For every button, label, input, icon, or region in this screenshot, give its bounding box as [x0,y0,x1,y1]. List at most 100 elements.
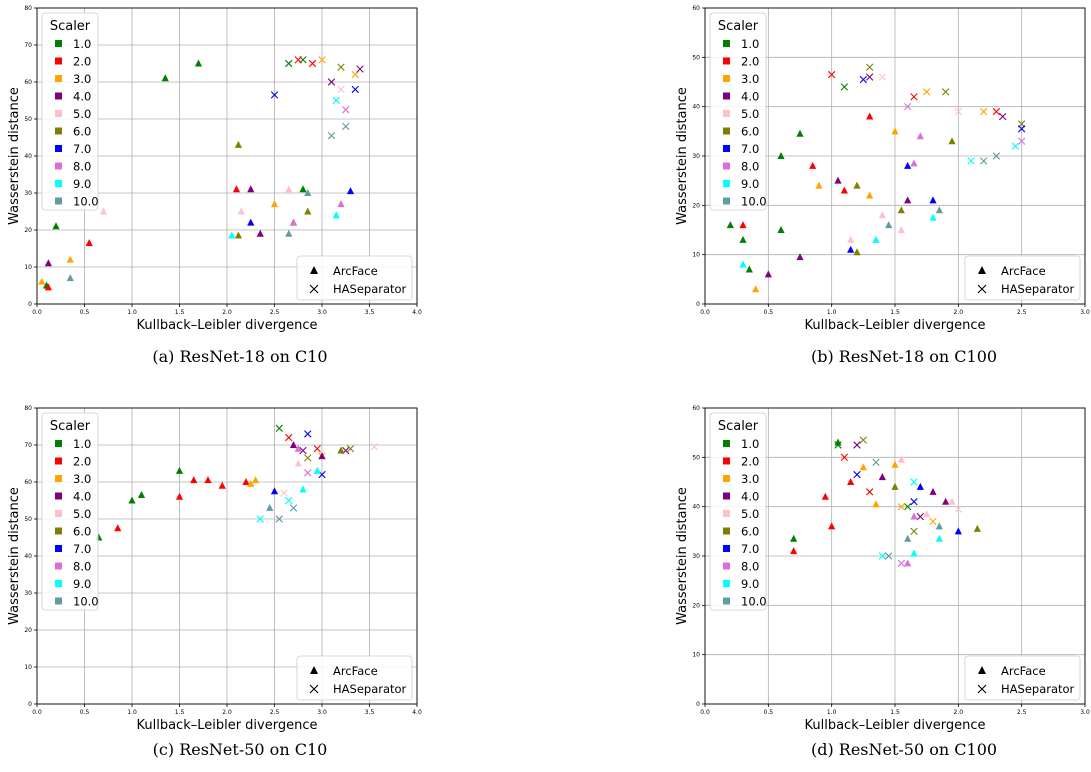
legend-label: 8.0 [73,160,91,174]
legend-label: 6.0 [73,125,91,139]
haseparator-point [327,131,336,140]
legend-label: 2.0 [741,455,759,469]
arcface-point [815,181,823,189]
legend-title: Scaler [718,419,759,434]
x-tick-label: 0.5 [80,709,90,716]
arcface-point [897,206,905,214]
arcface-point [948,137,956,145]
arcface-point [942,497,950,505]
haseparator-point [910,478,918,486]
haseparator-point [834,441,842,449]
legend-method: ArcFace HASeparator [964,655,1081,701]
legend-swatch [723,40,730,47]
arcface-point [796,253,804,261]
x-tick-label: 2.0 [954,709,964,716]
legend-swatch [723,562,730,570]
haseparator-point [979,107,988,116]
legend-label: 3.0 [73,472,91,486]
x-tick-label: 1.0 [127,309,137,316]
legend-label: HASeparator [333,682,407,696]
arcface-point [44,283,52,291]
arcface-point [891,482,899,490]
legend-label: 9.0 [73,577,91,591]
legend-marker-x [977,284,987,294]
legend-swatch [55,597,62,605]
y-tick-label: 30 [24,590,32,597]
x-tick-label: 3.5 [365,309,375,316]
y-tick-label: 30 [24,190,32,197]
legend-label: 4.0 [741,490,759,504]
legend-marker-triangle [310,666,318,674]
arcface-point [929,487,937,495]
haseparator-point [1017,125,1026,133]
haseparator-point [954,505,963,513]
y-tick-label: 40 [692,104,700,111]
arcface-point [247,218,255,226]
y-tick-label: 50 [692,54,700,61]
haseparator-point [299,446,307,455]
legend-label: 10.0 [741,595,767,609]
arcface-point [935,534,943,542]
arcface-point [916,482,924,490]
arcface-point [52,222,60,230]
arcface-point [904,534,912,542]
legend-swatch [55,527,62,535]
haseparator-point [827,70,836,79]
haseparator-point [318,56,326,64]
legend-swatch [55,492,62,500]
y-tick-label: 80 [24,405,32,412]
arcface-point [289,218,298,226]
haseparator-point [256,515,264,523]
legend-label: ArcFace [1001,664,1046,678]
arcface-point [847,245,855,253]
arcface-point [304,207,312,215]
legend-title: Scaler [50,19,91,34]
legend-label: 9.0 [741,177,759,191]
scatter-chart: 0.0 0.5 1.0 1.5 2.0 2.5 3.0 3.5 4.0 0 10 20 30 40 50 60… [7,405,422,733]
haseparator-point [878,73,887,81]
legend-marker-x [309,284,319,294]
legend-scaler: Scaler 1.0 2.0 3.0 4.0 5.0 6.0 7.0 8.0 9.0 10.0 [709,12,767,211]
legend-swatch [723,492,730,500]
scatter-chart: 0.0 0.5 1.0 1.5 2.0 2.5 3.0 0 10 20 30 40 50 60 Kullba… [675,5,1090,333]
haseparator-point [270,91,279,99]
arcface-point [853,248,861,256]
arcface-point [161,74,169,82]
legend-label: 3.0 [73,72,91,86]
legend-scaler: Scaler 1.0 2.0 3.0 4.0 5.0 6.0 7.0 8.0 9.0 10.0 [709,412,767,611]
haseparator-point [304,469,312,477]
legend-label: 10.0 [741,195,767,209]
arcface-point [234,231,242,239]
arcface-point [294,444,302,452]
arcface-point [935,206,943,214]
arcface-point [910,549,918,557]
haseparator-point [840,83,849,91]
arcface-point [853,181,861,189]
y-tick-label: 20 [692,202,700,209]
x-tick-label: 4.0 [412,309,422,316]
y-tick-label: 0 [696,301,700,308]
arcface-point [66,255,74,263]
legend-swatch [55,475,62,482]
y-tick-label: 50 [24,116,32,123]
legend-label: 9.0 [741,577,759,591]
chart-panel-b: 0.0 0.5 1.0 1.5 2.0 2.5 3.0 0 10 20 30 40 50 60 Kullba… [668,0,1091,338]
arcface-point [294,459,302,467]
x-tick-label: 0.0 [700,309,710,316]
arcface-point [948,497,956,505]
x-tick-label: 0.0 [32,709,42,716]
haseparator-point [308,59,317,68]
haseparator-point [878,552,887,560]
x-tick-label: 1.5 [890,309,900,316]
legend-marker-triangle [978,666,986,674]
arcface-point [885,221,893,229]
legend-swatch [55,180,62,187]
legend-swatch [55,75,62,82]
data-points [95,424,378,541]
haseparator-point [313,445,321,453]
legend-swatch [55,197,62,205]
legend-marker-x [977,684,987,694]
legend-swatch [55,562,62,570]
legend-label: 4.0 [73,90,91,104]
y-tick-label: 30 [692,553,700,560]
